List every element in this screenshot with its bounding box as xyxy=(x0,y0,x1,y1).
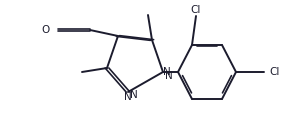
Text: O: O xyxy=(41,25,49,35)
Text: Cl: Cl xyxy=(270,67,280,77)
Text: N: N xyxy=(163,67,171,77)
Text: N: N xyxy=(130,90,138,100)
Text: Cl: Cl xyxy=(191,5,201,15)
Text: N: N xyxy=(164,71,172,81)
Text: N: N xyxy=(124,92,132,102)
